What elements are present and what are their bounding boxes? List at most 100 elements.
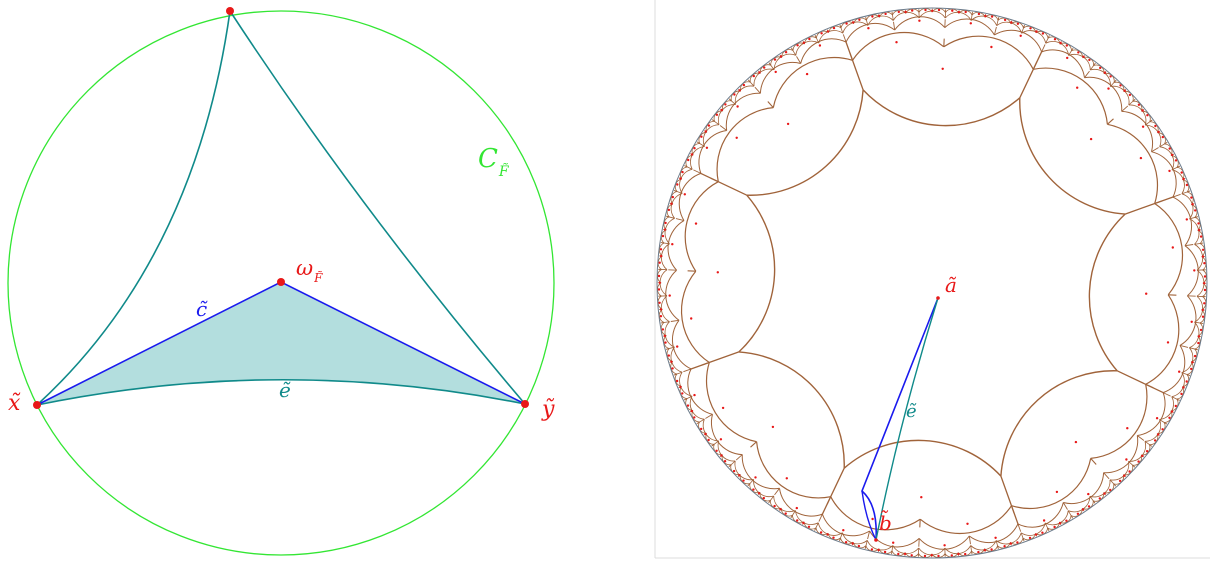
orbit-point xyxy=(1123,89,1126,92)
orbit-point xyxy=(1029,27,1032,30)
cell-edge xyxy=(667,220,685,271)
orbit-point xyxy=(871,15,874,18)
orbit-point xyxy=(1003,545,1006,548)
orbit-point xyxy=(1201,255,1205,258)
cell-spoke xyxy=(867,530,871,540)
cell-spoke xyxy=(673,190,678,192)
cell-edge xyxy=(1137,392,1166,436)
cell-spoke xyxy=(1176,165,1181,168)
point-top xyxy=(226,7,234,15)
orbit-point xyxy=(715,113,719,117)
cell-edge xyxy=(918,535,970,550)
cell-spoke xyxy=(768,62,772,66)
cell-edge xyxy=(1128,104,1147,126)
orbit-point xyxy=(667,354,670,357)
cell-spoke xyxy=(1113,79,1117,83)
orbit-point xyxy=(690,409,693,413)
orbit-point xyxy=(931,9,934,12)
orbit-point xyxy=(700,135,703,138)
orbit-point xyxy=(871,517,874,521)
orbit-point xyxy=(1203,302,1206,305)
orbit-point xyxy=(1180,392,1183,396)
cell-spoke xyxy=(711,119,715,122)
orbit-points xyxy=(657,8,1207,558)
orbit-point xyxy=(1109,488,1112,492)
orbit-point xyxy=(1146,114,1149,117)
orbit-point xyxy=(1103,71,1107,74)
cell-edge xyxy=(1047,36,1061,45)
orbit-point xyxy=(687,158,690,162)
orbit-point xyxy=(683,193,686,196)
point-a xyxy=(936,296,940,300)
cell-spoke xyxy=(821,467,845,516)
orbit-point xyxy=(877,548,880,552)
cell-spoke xyxy=(1132,464,1136,468)
edge-e-label: ẽ xyxy=(279,378,291,402)
orbit-point xyxy=(671,195,674,199)
cell-spoke xyxy=(1041,44,1046,53)
orbit-point xyxy=(918,19,921,22)
orbit-point xyxy=(720,108,723,112)
orbit-point xyxy=(858,18,861,21)
orbit-point xyxy=(1009,542,1012,545)
cell-edge xyxy=(665,269,680,321)
orbit-point xyxy=(1098,497,1102,500)
orbit-point xyxy=(724,103,727,106)
orbit-point xyxy=(679,385,682,389)
cell-spoke xyxy=(1062,502,1068,510)
orbit-point xyxy=(1180,171,1183,174)
orbit-point xyxy=(757,492,761,495)
orbit-point xyxy=(930,554,933,557)
orbit-point xyxy=(951,9,954,12)
cell-spoke xyxy=(1116,370,1165,394)
cell-edge xyxy=(1170,155,1179,168)
cell-edge xyxy=(1128,441,1147,462)
cell-edge xyxy=(698,421,707,434)
cell-spoke xyxy=(1179,344,1189,348)
point-a-label: ã xyxy=(945,273,957,297)
orbit-point xyxy=(1178,370,1181,373)
cell-edge xyxy=(1145,294,1180,385)
orbit-point xyxy=(663,334,667,338)
orbit-point xyxy=(679,177,682,180)
cell-edge xyxy=(1107,123,1159,204)
orbit-point xyxy=(990,15,994,18)
cell-spoke xyxy=(747,483,751,487)
orbit-point xyxy=(723,460,727,463)
orbit-point xyxy=(707,438,710,442)
cell-edge xyxy=(843,439,1002,477)
orbit-point xyxy=(663,228,667,231)
orbit-point xyxy=(1197,222,1200,225)
orbit-point xyxy=(984,14,987,18)
cell-spoke xyxy=(1113,483,1117,487)
orbit-point xyxy=(758,71,761,74)
cell-spoke xyxy=(790,47,794,51)
orbit-point xyxy=(1194,209,1197,212)
cell-edge xyxy=(738,351,845,469)
orbit-point xyxy=(742,83,746,87)
orbit-point xyxy=(664,341,667,344)
boundary-circle xyxy=(7,10,555,556)
orbit-point xyxy=(966,522,969,525)
orbit-point xyxy=(1197,335,1201,338)
orbit-point xyxy=(1058,522,1062,525)
cell-edge xyxy=(671,319,692,370)
orbit-point xyxy=(671,367,674,370)
orbit-point xyxy=(1042,519,1046,522)
orbit-point xyxy=(1066,56,1069,60)
cell-spoke xyxy=(1023,24,1025,29)
orbit-point xyxy=(964,552,967,556)
cell-spoke xyxy=(1149,444,1153,447)
cell-spoke xyxy=(1199,242,1204,244)
orbit-point xyxy=(1123,474,1126,477)
orbit-point xyxy=(1185,380,1188,383)
orbit-point xyxy=(1203,275,1207,278)
orbit-point xyxy=(1126,427,1129,430)
cell-edge xyxy=(1021,30,1047,44)
orbit-point xyxy=(720,454,723,457)
orbit-point xyxy=(704,130,707,133)
orbit-point xyxy=(1166,341,1170,344)
orbit-point xyxy=(884,12,887,16)
cell-spoke xyxy=(774,488,780,496)
cell-spoke xyxy=(1084,70,1090,78)
